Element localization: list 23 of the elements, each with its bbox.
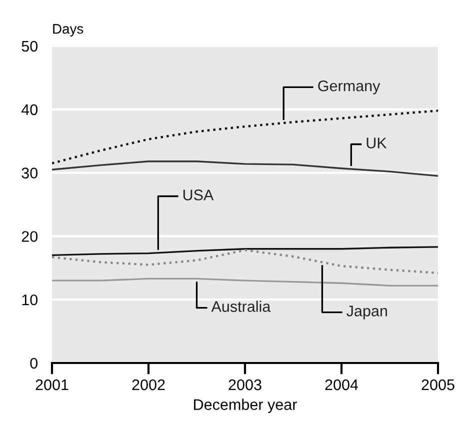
x-tick-label: 2002 xyxy=(132,379,165,390)
y-tick-label: 40 xyxy=(21,104,38,116)
line-series xyxy=(52,249,438,274)
line-series xyxy=(52,160,438,177)
x-tick-label: 2001 xyxy=(36,379,68,390)
y-tick-label: 10 xyxy=(22,294,38,306)
text: Japan xyxy=(346,306,387,320)
x-tick-label: 2004 xyxy=(325,379,358,390)
x-tick-label: 2003 xyxy=(228,379,262,390)
x-axis-title: December year xyxy=(194,398,297,414)
series-label: UK xyxy=(366,138,387,148)
line-series xyxy=(52,246,438,256)
y-tick-label: 30 xyxy=(22,168,38,178)
y-tick-label: 20 xyxy=(22,231,38,242)
y-tick-label: 50 xyxy=(22,40,38,52)
series-label: Australia xyxy=(211,300,271,312)
text: USA xyxy=(183,190,214,200)
line-series xyxy=(52,278,438,286)
y-tick-label: 0 xyxy=(30,358,38,369)
series-label: Germany xyxy=(318,80,380,94)
x-tick-label: 2005 xyxy=(422,379,454,390)
y-axis-title: Days xyxy=(53,24,84,36)
line-series xyxy=(52,110,438,164)
